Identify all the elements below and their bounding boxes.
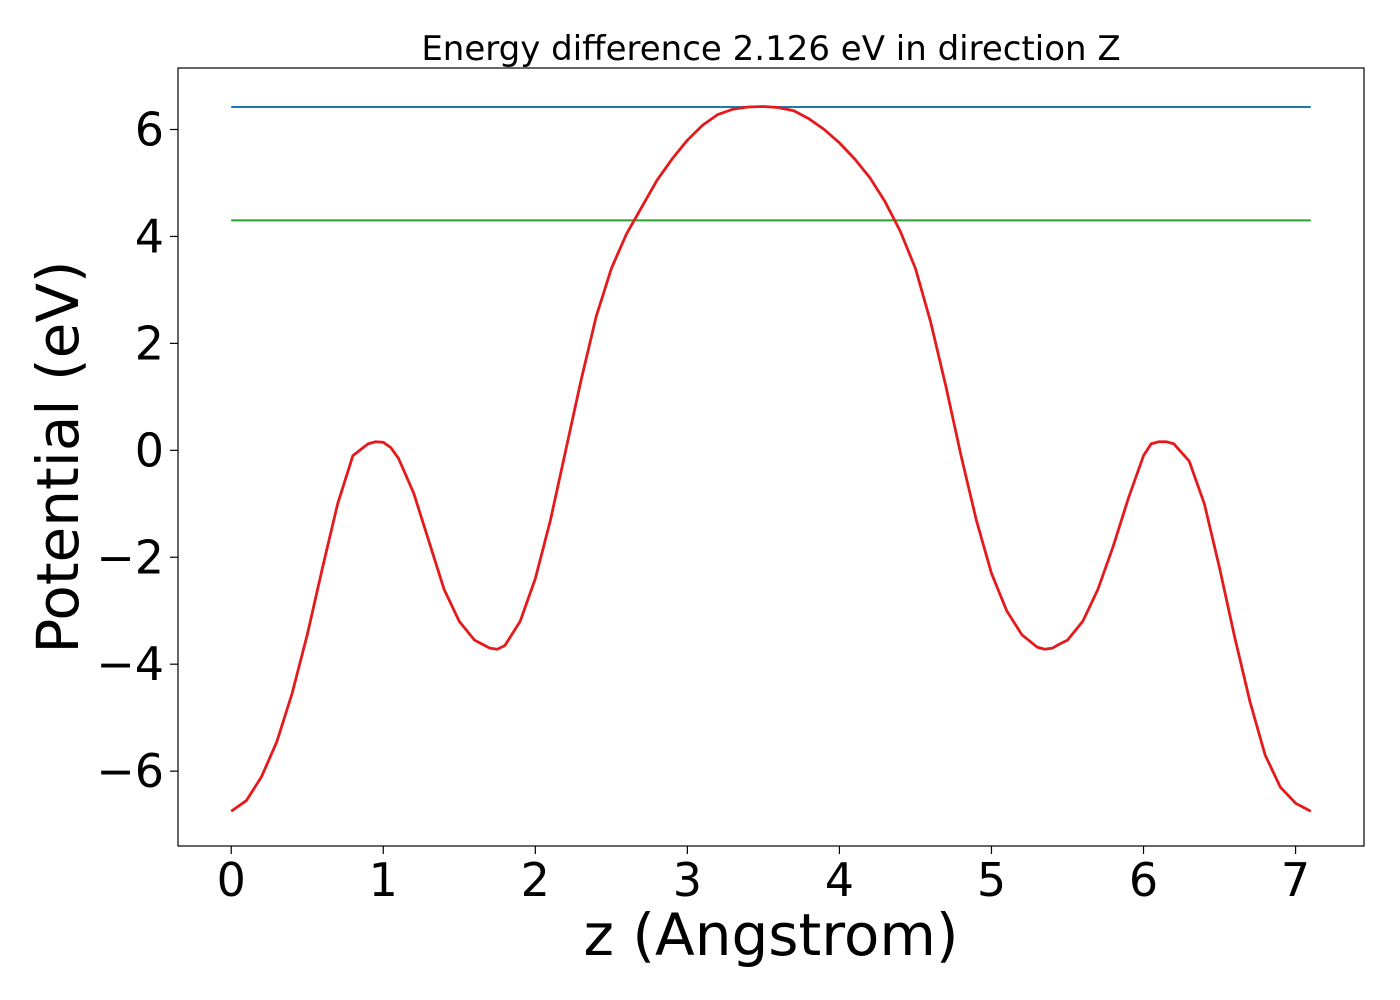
y-tick-label: −6 — [96, 744, 164, 798]
y-tick-label: 2 — [135, 316, 164, 370]
series-layer — [230, 105, 1312, 813]
x-tick-label: 4 — [825, 853, 854, 907]
chart-title: Energy difference 2.126 eV in direction … — [421, 29, 1120, 69]
y-tick-label: −4 — [96, 637, 164, 691]
x-tick-label: 7 — [1281, 853, 1310, 907]
y-axis-label: Potential (eV) — [24, 260, 92, 653]
y-tick-label: 6 — [135, 102, 164, 156]
y-tick-label: 0 — [135, 423, 164, 477]
plot-frame — [177, 67, 1365, 847]
y-tick-label: 4 — [135, 209, 164, 263]
x-tick-label: 0 — [217, 853, 246, 907]
y-axis-ticks: −6 −4 −2 0 2 4 6 — [96, 102, 178, 798]
x-axis-label: z (Angstrom) — [584, 901, 959, 969]
y-tick-label: −2 — [96, 530, 164, 584]
x-tick-label: 3 — [673, 853, 702, 907]
series-line-3 — [230, 105, 1312, 813]
x-axis-ticks: 0 1 2 3 4 5 6 7 — [217, 846, 1310, 907]
x-tick-label: 6 — [1129, 853, 1158, 907]
x-tick-label: 2 — [521, 853, 550, 907]
x-tick-label: 5 — [977, 853, 1006, 907]
x-tick-label: 1 — [369, 853, 398, 907]
